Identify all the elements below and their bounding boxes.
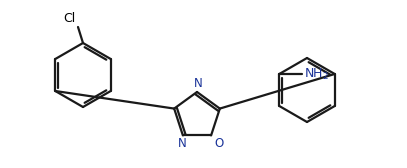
Text: N: N xyxy=(177,137,186,150)
Text: NH$_2$: NH$_2$ xyxy=(304,67,329,81)
Text: N: N xyxy=(194,77,202,90)
Text: Cl: Cl xyxy=(63,12,75,25)
Text: O: O xyxy=(214,137,223,150)
